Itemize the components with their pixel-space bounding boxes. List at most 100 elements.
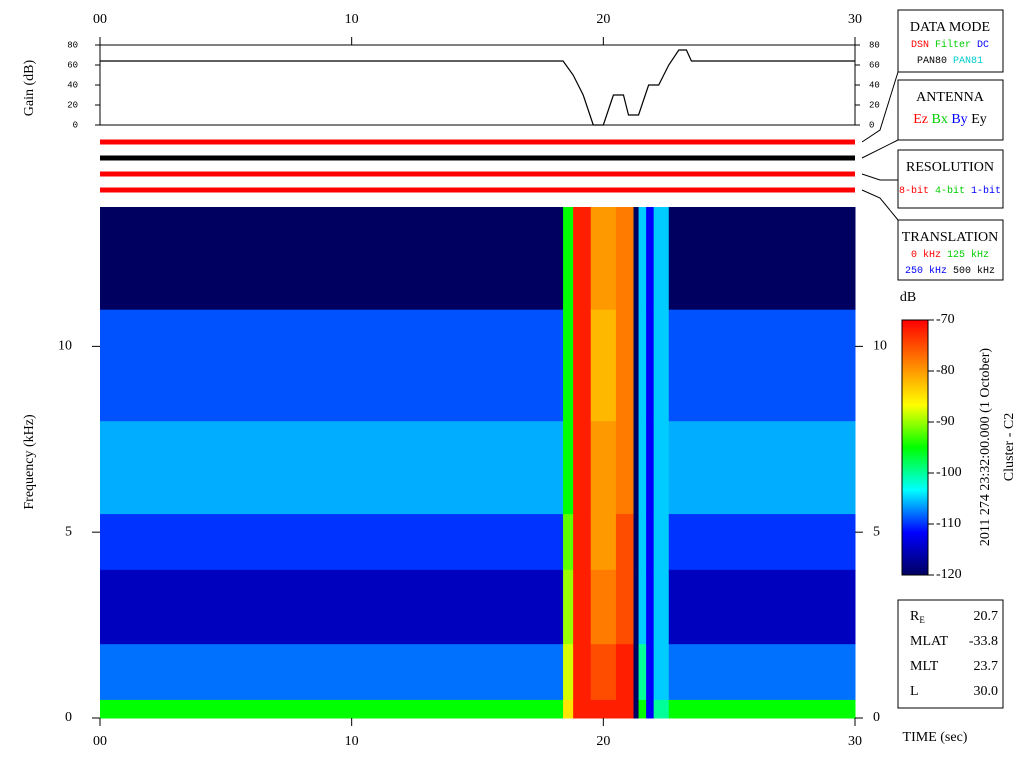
box-item: PAN81 xyxy=(953,56,983,67)
indicator-bar xyxy=(100,139,855,145)
box-item: DSN xyxy=(911,40,929,51)
heat-cell xyxy=(100,513,564,570)
box-item: 250 kHz xyxy=(905,265,947,277)
box-row: PAN80 PAN81 xyxy=(917,56,983,67)
y-tick-label: 20 xyxy=(869,100,880,110)
indicator-bar xyxy=(100,155,855,161)
heat-cell xyxy=(100,207,564,310)
y-tick-label: 60 xyxy=(869,60,880,70)
gain-line xyxy=(100,49,855,126)
heat-cell xyxy=(668,513,856,570)
info-label: MLT xyxy=(910,659,939,674)
heat-cell xyxy=(653,207,670,310)
y-tick-label: 40 xyxy=(67,80,78,90)
heat-cell xyxy=(633,420,640,515)
heat-cell xyxy=(638,420,647,515)
info-label: MLAT xyxy=(910,634,949,649)
heat-cell xyxy=(573,207,592,310)
heat-cell xyxy=(100,309,564,422)
colorbar-tick-label: -70 xyxy=(936,312,955,327)
heat-cell xyxy=(615,569,635,645)
box-item: 1-bit xyxy=(971,185,1001,197)
heat-cell xyxy=(646,699,655,719)
box-row: Ez Bx By Ey xyxy=(913,112,987,127)
x-tick-label: 10 xyxy=(345,734,359,749)
heat-cell xyxy=(563,513,574,570)
heat-cell xyxy=(638,309,647,422)
heat-cell xyxy=(590,699,617,719)
box-item: DC xyxy=(977,40,989,51)
heat-cell xyxy=(590,207,617,310)
heat-cell xyxy=(646,513,655,570)
x-tick-label: 00 xyxy=(93,12,107,27)
spacecraft: Cluster - C2 xyxy=(1002,413,1017,481)
x-tick-label: 30 xyxy=(848,12,862,27)
box-row: 8-bit 4-bit 1-bit xyxy=(899,185,1001,197)
time-axis-label: TIME (sec) xyxy=(903,730,968,745)
heat-cell xyxy=(590,513,617,570)
heat-cell xyxy=(615,420,635,515)
y-tick-label: 80 xyxy=(869,40,880,50)
heat-cell xyxy=(573,420,592,515)
heat-cell xyxy=(646,420,655,515)
box-title: ANTENNA xyxy=(916,90,985,105)
box-item: 500 kHz xyxy=(953,265,995,277)
heat-cell xyxy=(563,420,574,515)
heat-cell xyxy=(573,513,592,570)
colorbar-tick-label: -110 xyxy=(936,516,961,531)
heat-cell xyxy=(653,513,670,570)
heat-cell xyxy=(615,309,635,422)
heat-cell xyxy=(668,569,856,645)
connector xyxy=(861,71,899,143)
box-item: PAN80 xyxy=(917,56,947,67)
timestamp: 2011 274 23:32:00.000 (1 October) xyxy=(978,348,993,547)
heat-cell xyxy=(633,513,640,570)
box-item: By xyxy=(951,112,967,127)
box xyxy=(897,79,1004,141)
heat-cell xyxy=(668,420,856,515)
heat-cell xyxy=(615,699,635,719)
heat-cell xyxy=(563,207,574,310)
heat-cell xyxy=(633,699,640,719)
heat-cell xyxy=(615,207,635,310)
box xyxy=(897,9,1004,73)
y-tick-label: 5 xyxy=(65,524,72,539)
heat-cell xyxy=(646,309,655,422)
box xyxy=(897,149,1004,209)
info-label-text: L xyxy=(910,684,919,699)
box-item: Ey xyxy=(971,112,987,127)
heat-cell xyxy=(590,643,617,700)
heat-cell xyxy=(638,643,647,700)
heat-cell xyxy=(653,420,670,515)
box-item: 125 kHz xyxy=(947,249,989,261)
box-item: Ez xyxy=(913,112,928,127)
heat-cell xyxy=(653,643,670,700)
heat-cell xyxy=(646,569,655,645)
heat-cell xyxy=(653,569,670,645)
heat-cell xyxy=(573,643,592,700)
info-label-sub: E xyxy=(919,615,925,625)
box xyxy=(897,219,1004,281)
x-tick-label: 10 xyxy=(345,12,359,27)
y-tick-label: 60 xyxy=(67,60,78,70)
y-tick-label: 40 xyxy=(869,80,880,90)
heat-cell xyxy=(646,643,655,700)
heat-cell xyxy=(100,569,564,645)
box-title: TRANSLATION xyxy=(902,230,998,245)
box-item: Filter xyxy=(935,39,971,51)
colorbar-tick-label: -80 xyxy=(936,363,955,378)
heat-cell xyxy=(590,309,617,422)
heat-cell xyxy=(653,699,670,719)
heat-cell xyxy=(633,309,640,422)
info-value: 23.7 xyxy=(974,659,999,674)
info-value: 20.7 xyxy=(974,609,999,624)
y-tick-label: 0 xyxy=(869,120,874,130)
heat-cell xyxy=(646,207,655,310)
heat-cell xyxy=(100,420,564,515)
heat-cell xyxy=(563,643,574,700)
y-tick-label: 0 xyxy=(73,120,78,130)
box-item: Bx xyxy=(932,112,948,127)
y-tick-label: 10 xyxy=(58,339,72,354)
